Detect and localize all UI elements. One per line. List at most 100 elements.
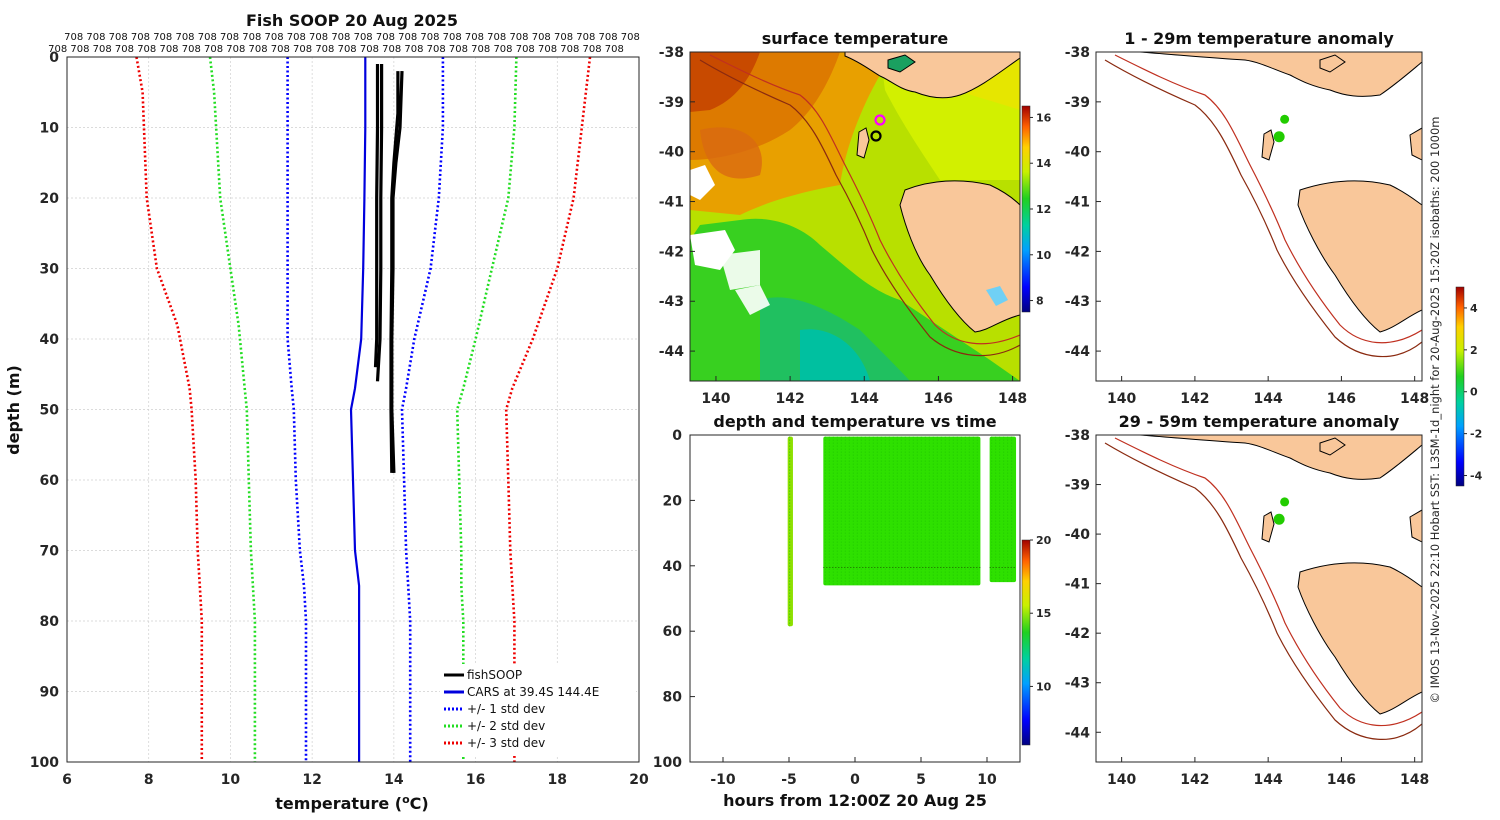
map-ytick: -38 [1065, 45, 1090, 61]
anomaly-29-59-title: 29 - 59m temperature anomaly [1119, 412, 1400, 431]
sst-colorbar [1021, 105, 1031, 313]
profile-xtick: 20 [629, 772, 649, 788]
map-xtick: 144 [1254, 772, 1283, 788]
map-xtick: 140 [701, 391, 730, 407]
depth-time-block-0 [787, 436, 793, 627]
profile-ticks: 6 8 10 12 14 16 18 20 0 10 20 30 40 50 60 70 80 90 100 [30, 50, 649, 788]
map-ytick: -40 [659, 145, 685, 161]
profile-xtick: 6 [62, 772, 72, 788]
time-ytick: 60 [663, 624, 683, 640]
map-ytick: -38 [1065, 428, 1090, 444]
legend-cars: CARS at 39.4S 144.4E [467, 685, 599, 699]
profile-axes-box [66, 56, 640, 763]
anomaly-29-59-panel: 29 - 59m temperature anomaly 140 142 144 14… [1065, 286, 1483, 788]
profile-ytick: 0 [49, 50, 59, 66]
colorbar-tick: 20 [1036, 534, 1052, 547]
colorbar-tick: 16 [1036, 111, 1052, 124]
anomaly-point [1280, 497, 1290, 507]
profile-ytick: 30 [40, 262, 60, 278]
anomaly-29-59-axes-box [1095, 434, 1423, 763]
colorbar-tick: 10 [1036, 249, 1052, 262]
anomaly-29-59-ticks: 140 142 144 146 148 -38 -39 -40 -41 -42 -43 -44 [1065, 428, 1430, 788]
map-xtick: 142 [775, 391, 804, 407]
profile-series-8 [375, 64, 384, 382]
map-xtick: 146 [1327, 772, 1356, 788]
map-ytick: -44 [1065, 725, 1091, 741]
map-xtick: 148 [1400, 391, 1429, 407]
map-xtick: 148 [1400, 772, 1429, 788]
colorbar-tick: 12 [1036, 203, 1051, 216]
map-ytick: -41 [1065, 195, 1090, 211]
profile-xtick: 14 [384, 772, 404, 788]
depth-time-panel: depth and temperature vs time -10 -5 0 5 100… [653, 412, 1052, 810]
map-ytick: -38 [659, 45, 684, 61]
anomaly-colorbar-ticks: -4 -2 0 2 4 [1464, 302, 1483, 483]
map-xtick: 140 [1107, 772, 1136, 788]
profile-ytick: 80 [40, 614, 60, 630]
anomaly-1-29-map [1096, 52, 1422, 381]
profile-xtick: 8 [144, 772, 154, 788]
profile-series-1 [286, 57, 308, 762]
colorbar-tick: 2 [1470, 344, 1478, 357]
map-ytick: -42 [1065, 244, 1090, 260]
time-xtick: -5 [781, 772, 797, 788]
anomaly-point [1273, 131, 1285, 143]
map-xtick: 146 [1327, 391, 1356, 407]
side-note: © IMOS 13-Nov-2025 22:10 Hobart SST: L3S… [1428, 117, 1442, 704]
anomaly-colorbar [1455, 286, 1465, 487]
legend-fishsoop: fishSOOP [467, 668, 522, 682]
anomaly-1-29-panel: 1 - 29m temperature anomaly 140 142 144 146… [1065, 29, 1430, 407]
profile-ylabel: depth (m) [4, 365, 23, 455]
sst-map-panel: surface temperature [659, 29, 1052, 407]
depth-time-blocks [787, 436, 1017, 627]
map-xtick: 142 [1180, 391, 1209, 407]
sst-axes-box [689, 51, 1021, 382]
profile-xlabel: temperature (oC) [275, 793, 428, 813]
map-ytick: -39 [659, 95, 684, 111]
time-xtick: -10 [710, 772, 736, 788]
time-ytick: 20 [663, 493, 683, 509]
profile-series-6 [504, 56, 592, 762]
anomaly-point [1280, 114, 1290, 124]
map-ytick: -42 [1065, 626, 1090, 642]
sst-field [690, 52, 1020, 381]
map-ytick: -42 [659, 244, 684, 260]
map-ytick: -41 [1065, 577, 1090, 593]
depth-time-block-2 [989, 436, 1017, 583]
map-ytick: -44 [659, 344, 685, 360]
time-xtick: 5 [916, 772, 926, 788]
depth-time-title: depth and temperature vs time [713, 412, 996, 431]
depth-time-xlabel: hours from 12:00Z 20 Aug 25 [723, 791, 987, 810]
profile-series-2 [400, 57, 445, 762]
anomaly-29-59-points [1273, 497, 1290, 525]
anomaly-1-29-title: 1 - 29m temperature anomaly [1124, 29, 1394, 48]
legend-std3: +/- 3 std dev [467, 736, 545, 750]
colorbar-tick: 15 [1036, 607, 1051, 620]
sst-ticks: 140 142 144 146 148 -38 -39 -40 -41 -42 -43 -44 [659, 45, 1027, 407]
time-ytick: 100 [653, 755, 682, 771]
sst-marker-black [870, 130, 882, 142]
profile-top-labels-row1: 708 708 708 708 708 708 708 708 708 708 … [64, 32, 640, 43]
legend-std1: +/- 1 std dev [467, 702, 545, 716]
map-ytick: -43 [1065, 676, 1090, 692]
profile-ytick: 50 [40, 403, 60, 419]
profile-ytick: 10 [40, 121, 60, 137]
map-ytick: -41 [659, 195, 684, 211]
time-xtick: 10 [977, 772, 997, 788]
profile-series-0 [349, 57, 367, 762]
profile-legend: fishSOOP CARS at 39.4S 144.4E +/- 1 std … [440, 664, 636, 756]
anomaly-1-29-points [1273, 114, 1290, 143]
profile-series-7 [373, 64, 380, 368]
anomaly-point [1273, 513, 1285, 525]
profile-ytick: 100 [30, 755, 59, 771]
map-xtick: 142 [1180, 772, 1209, 788]
map-ytick: -43 [659, 294, 684, 310]
map-ytick: -43 [1065, 294, 1090, 310]
colorbar-tick: 14 [1036, 157, 1052, 170]
colorbar-tick: 10 [1036, 680, 1052, 693]
map-ytick: -39 [1065, 95, 1090, 111]
profile-ytick: 60 [40, 473, 60, 489]
map-xtick: 148 [998, 391, 1027, 407]
sst-colorbar-ticks: 8 10 12 14 16 [1030, 111, 1052, 308]
